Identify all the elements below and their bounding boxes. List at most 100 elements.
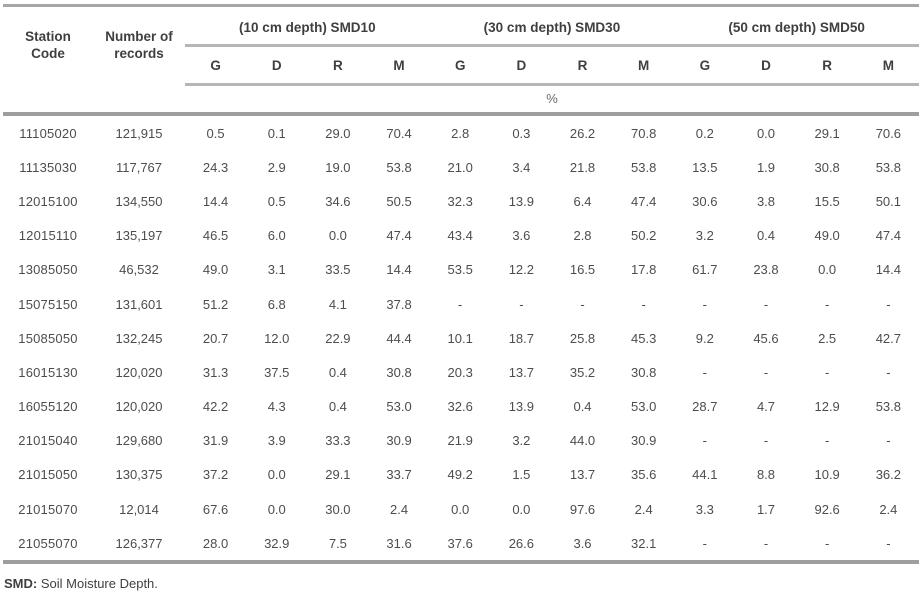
table-row: 21015050 130,375 37.2 0.0 29.1 33.7 49.2 1.5 13.… — [3, 458, 919, 492]
cell-value: 2.8 — [451, 125, 470, 141]
cell-value: 8.8 — [756, 467, 776, 483]
cell-value: 3.2 — [512, 433, 531, 449]
cell-value: 18.7 — [508, 330, 535, 346]
table-row: 13085050 46,532 49.0 3.1 33.5 14.4 53.5 12.2 16.… — [3, 253, 919, 287]
cell-value: 7.5 — [328, 535, 347, 551]
cell-value: 50.5 — [386, 193, 412, 209]
cell-value: 13.9 — [508, 399, 535, 415]
cell-value: 44.1 — [692, 467, 718, 483]
cell-value: 42.7 — [875, 330, 902, 346]
cell-value: 49.0 — [814, 228, 840, 244]
cell-number-of-records: 117,767 — [115, 159, 163, 175]
cell-value: 53.5 — [447, 262, 473, 278]
cell-value: 33.3 — [325, 433, 351, 449]
cell-value: - — [641, 296, 646, 312]
cell-value: 50.1 — [875, 193, 902, 209]
cell-value: 67.6 — [202, 501, 229, 517]
group-header-smd10: (10 cm depth) SMD10 — [185, 5, 430, 47]
cell-value: 25.8 — [569, 330, 596, 346]
cell-value: 29.0 — [325, 125, 351, 141]
smd-table: Station Code Number of records (10 cm de… — [3, 4, 919, 565]
cell-value: 26.6 — [508, 535, 535, 551]
cell-value: - — [702, 535, 707, 551]
cell-value: 13.7 — [508, 364, 535, 380]
cell-station-code: 21015050 — [18, 467, 78, 483]
cell-value: 0.2 — [695, 125, 714, 141]
cell-value: 0.0 — [328, 228, 347, 244]
cell-value: 35.2 — [569, 364, 596, 380]
cell-value: 2.5 — [818, 330, 837, 346]
col-header-station-code: Station Code — [25, 28, 71, 61]
cell-value: 45.6 — [753, 330, 779, 346]
cell-value: - — [886, 535, 891, 551]
cell-value: 0.4 — [328, 364, 347, 380]
cell-value: 53.8 — [631, 159, 657, 175]
cell-value: 32.1 — [631, 535, 657, 551]
subcol-header-d-smd50: D — [735, 45, 797, 86]
cell-value: 42.2 — [202, 399, 229, 415]
table-row: 16055120 120,020 42.2 4.3 0.4 53.0 32.6 13.9 0.4… — [3, 390, 919, 424]
cell-value: 14.4 — [875, 262, 902, 278]
cell-value: 35.6 — [631, 467, 657, 483]
cell-value: 47.4 — [631, 193, 657, 209]
cell-value: 31.6 — [386, 535, 412, 551]
cell-value: 3.9 — [267, 433, 286, 449]
cell-value: 3.4 — [512, 159, 531, 175]
cell-value: 15.5 — [814, 193, 840, 209]
cell-value: 10.1 — [447, 330, 473, 346]
cell-value: 23.8 — [753, 262, 779, 278]
table-footnote: SMD: Soil Moisture Depth. — [4, 576, 919, 591]
cell-value: 49.0 — [202, 262, 229, 278]
cell-value: - — [519, 296, 524, 312]
cell-value: 0.5 — [267, 193, 286, 209]
cell-value: 3.8 — [756, 193, 776, 209]
cell-value: 50.2 — [631, 228, 657, 244]
cell-station-code: 16015130 — [18, 364, 78, 380]
cell-value: 12.9 — [814, 399, 840, 415]
cell-value: 0.0 — [818, 262, 837, 278]
col-header-number-of-records: Number of records — [105, 28, 173, 61]
cell-value: 45.3 — [631, 330, 657, 346]
cell-value: 70.6 — [875, 125, 902, 141]
cell-number-of-records: 46,532 — [119, 262, 159, 278]
cell-station-code: 21015070 — [18, 501, 78, 517]
cell-value: 0.0 — [756, 125, 776, 141]
cell-station-code: 16055120 — [18, 399, 78, 415]
cell-value: 12.0 — [264, 330, 290, 346]
footnote-abbreviation: SMD: — [4, 576, 38, 592]
cell-station-code: 13085050 — [18, 262, 78, 278]
cell-value: 21.9 — [447, 433, 473, 449]
table-header: Station Code Number of records (10 cm de… — [3, 5, 919, 116]
cell-value: 53.0 — [386, 399, 412, 415]
cell-value: 3.1 — [267, 262, 286, 278]
cell-value: 53.0 — [631, 399, 657, 415]
cell-value: 16.5 — [569, 262, 596, 278]
cell-value: 97.6 — [569, 501, 596, 517]
cell-value: 6.4 — [573, 193, 592, 209]
table-row: 15075150 131,601 51.2 6.8 4.1 37.8 - - - - - - - - — [3, 287, 919, 321]
cell-number-of-records: 130,375 — [115, 467, 163, 483]
cell-number-of-records: 135,197 — [115, 228, 163, 244]
cell-value: 43.4 — [447, 228, 473, 244]
cell-value: 44.0 — [569, 433, 596, 449]
group-header-smd50: (50 cm depth) SMD50 — [674, 5, 919, 47]
cell-number-of-records: 132,245 — [115, 330, 163, 346]
cell-station-code: 12015100 — [18, 193, 78, 209]
cell-value: - — [886, 296, 891, 312]
cell-value: 9.2 — [695, 330, 714, 346]
cell-value: 14.4 — [386, 262, 412, 278]
cell-value: 2.9 — [267, 159, 286, 175]
cell-value: 37.6 — [447, 535, 473, 551]
table-row: 21015070 12,014 67.6 0.0 30.0 2.4 0.0 0.0 97.6 2.… — [3, 492, 919, 526]
cell-value: 1.7 — [756, 501, 776, 517]
cell-value: 32.6 — [447, 399, 473, 415]
cell-value: 34.6 — [325, 193, 351, 209]
cell-value: - — [702, 433, 707, 449]
cell-value: 0.4 — [573, 399, 592, 415]
cell-value: 51.2 — [202, 296, 229, 312]
cell-value: 17.8 — [631, 262, 657, 278]
cell-station-code: 15075150 — [18, 296, 78, 312]
cell-number-of-records: 121,915 — [115, 125, 163, 141]
cell-value: 44.4 — [386, 330, 412, 346]
unit-row: % — [3, 84, 919, 116]
